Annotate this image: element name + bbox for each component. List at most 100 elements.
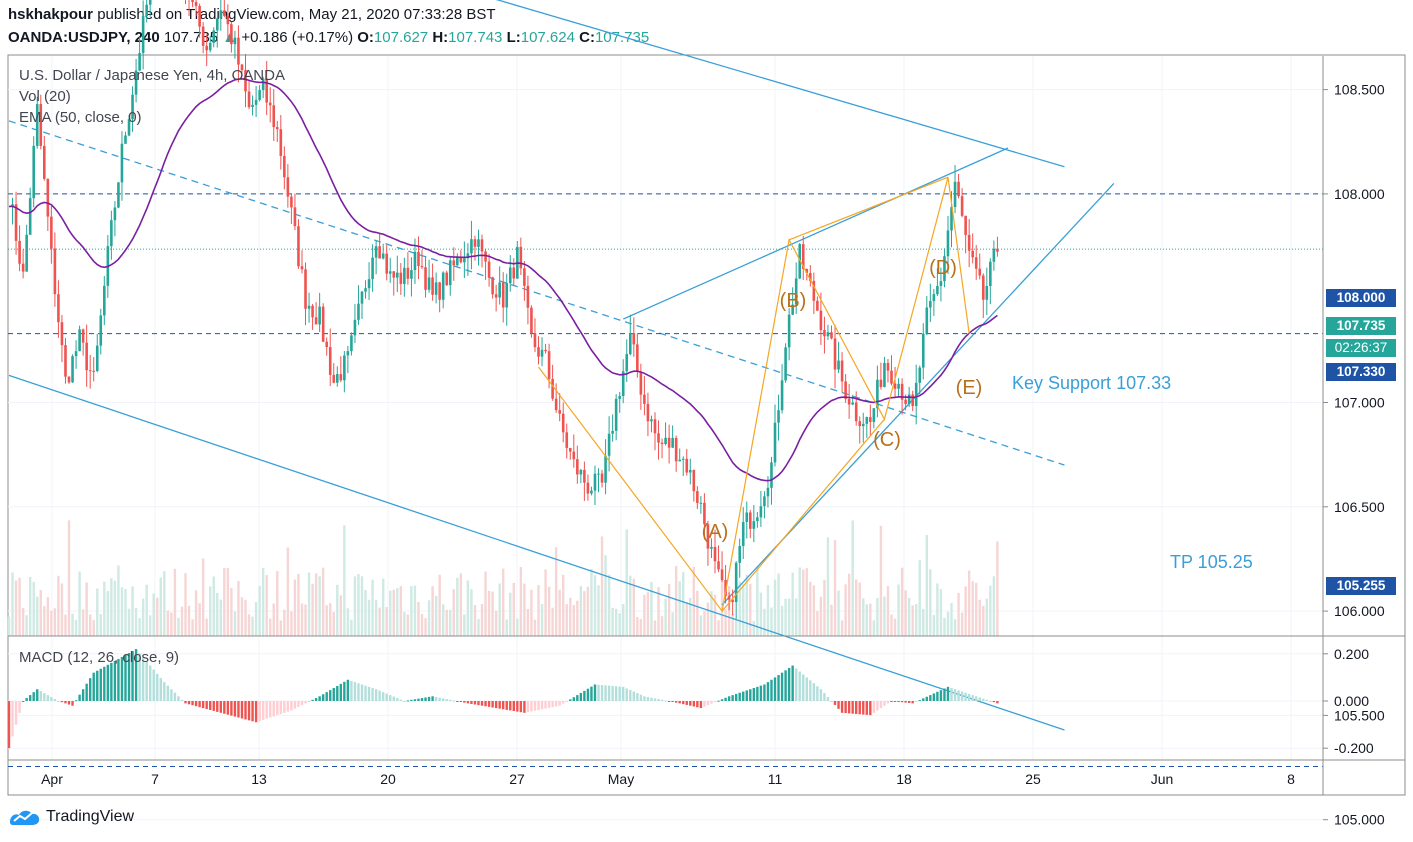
candle bbox=[876, 379, 879, 409]
macd-bar bbox=[343, 681, 346, 701]
wave-label-e: (E) bbox=[956, 377, 983, 399]
volume-bar bbox=[812, 585, 816, 636]
candle bbox=[466, 253, 470, 259]
volume-bar bbox=[837, 590, 840, 636]
macd-bar bbox=[816, 686, 819, 701]
candle bbox=[713, 546, 717, 562]
candle bbox=[699, 502, 703, 504]
footer-brand[interactable]: TradingView bbox=[8, 807, 134, 827]
volume-bar bbox=[766, 585, 770, 636]
candle bbox=[470, 239, 473, 254]
volume-bar bbox=[491, 591, 494, 636]
macd-bar bbox=[53, 699, 57, 701]
macd-bar bbox=[992, 701, 996, 703]
volume-bar bbox=[660, 616, 664, 636]
wave-ac-line bbox=[721, 418, 885, 612]
macd-bar bbox=[957, 690, 960, 701]
macd-bar bbox=[802, 674, 805, 701]
volume-bar bbox=[664, 598, 667, 636]
time-tick-label: Apr bbox=[41, 771, 63, 787]
macd-bar bbox=[946, 686, 950, 701]
volume-bar bbox=[636, 617, 639, 636]
macd-bar bbox=[982, 698, 985, 701]
volume-bar bbox=[512, 582, 515, 636]
candle bbox=[854, 402, 858, 422]
candle bbox=[28, 198, 32, 235]
volume-bar bbox=[117, 565, 120, 636]
volume-bar bbox=[230, 587, 233, 636]
volume-bar bbox=[141, 598, 145, 636]
candle bbox=[381, 253, 385, 259]
macd-bar bbox=[88, 678, 92, 701]
macd-bar bbox=[491, 701, 494, 708]
candle bbox=[890, 370, 893, 384]
candle bbox=[325, 341, 328, 348]
macd-bar bbox=[731, 695, 734, 701]
macd-bar bbox=[643, 696, 646, 701]
macd-bar bbox=[360, 684, 364, 701]
macd-bar bbox=[745, 690, 748, 701]
candle bbox=[763, 496, 766, 507]
candle bbox=[512, 267, 516, 279]
price-tag-last: 107.735 bbox=[1326, 317, 1396, 335]
macd-bar bbox=[463, 701, 466, 703]
macd-bar bbox=[336, 685, 339, 701]
macd-bar bbox=[872, 701, 876, 713]
macd-bar bbox=[738, 692, 741, 701]
macd-bar bbox=[60, 701, 64, 703]
volume-bar bbox=[60, 583, 64, 636]
channel-upper-line bbox=[495, 0, 1065, 168]
volume-bar bbox=[88, 614, 92, 636]
volume-bar bbox=[558, 589, 561, 636]
macd-bar bbox=[113, 660, 117, 701]
volume-bar bbox=[494, 610, 498, 636]
macd-bar bbox=[265, 701, 268, 719]
macd-bar bbox=[604, 685, 607, 701]
author-name[interactable]: hskhakpour bbox=[8, 6, 94, 23]
volume-bar bbox=[329, 603, 332, 636]
volume-bar bbox=[219, 599, 222, 636]
macd-bar bbox=[251, 701, 254, 722]
candle bbox=[530, 307, 533, 334]
volume-bar bbox=[847, 573, 851, 636]
candle bbox=[491, 277, 494, 295]
macd-bar bbox=[689, 701, 692, 706]
volume-bar bbox=[434, 595, 438, 636]
macd-bar bbox=[766, 682, 770, 701]
macd-bar bbox=[120, 656, 124, 701]
macd-bar bbox=[487, 701, 491, 707]
price-tick-label: 105.500 bbox=[1334, 707, 1385, 723]
macd-bar bbox=[922, 698, 925, 701]
price-tick-label: 108.000 bbox=[1334, 186, 1385, 202]
volume-bar bbox=[113, 580, 117, 636]
candle bbox=[756, 517, 759, 522]
macd-bar bbox=[441, 698, 445, 701]
change-arrow-icon: ▲ bbox=[222, 29, 238, 46]
volume-bar bbox=[713, 594, 717, 636]
candle bbox=[194, 2, 198, 6]
candle bbox=[124, 135, 127, 144]
volume-bar bbox=[364, 590, 367, 636]
volume-bar bbox=[258, 585, 261, 636]
candle bbox=[53, 248, 57, 295]
macd-bar bbox=[562, 701, 565, 704]
high-value: 107.743 bbox=[448, 29, 503, 46]
macd-bar bbox=[876, 701, 879, 711]
volume-bar bbox=[519, 567, 523, 636]
macd-bar bbox=[385, 693, 388, 701]
candle bbox=[809, 272, 812, 281]
candle bbox=[681, 458, 685, 460]
macd-bar bbox=[911, 701, 914, 704]
macd-bar bbox=[318, 696, 321, 701]
macd-bar bbox=[180, 699, 184, 701]
volume-bar bbox=[855, 579, 858, 636]
volume-bar bbox=[14, 580, 18, 636]
candle bbox=[974, 257, 978, 269]
candle bbox=[237, 37, 240, 65]
macd-bar bbox=[219, 701, 222, 713]
volume-bar bbox=[876, 598, 879, 636]
candle bbox=[307, 305, 311, 309]
candle bbox=[544, 349, 547, 352]
candle bbox=[780, 380, 784, 411]
